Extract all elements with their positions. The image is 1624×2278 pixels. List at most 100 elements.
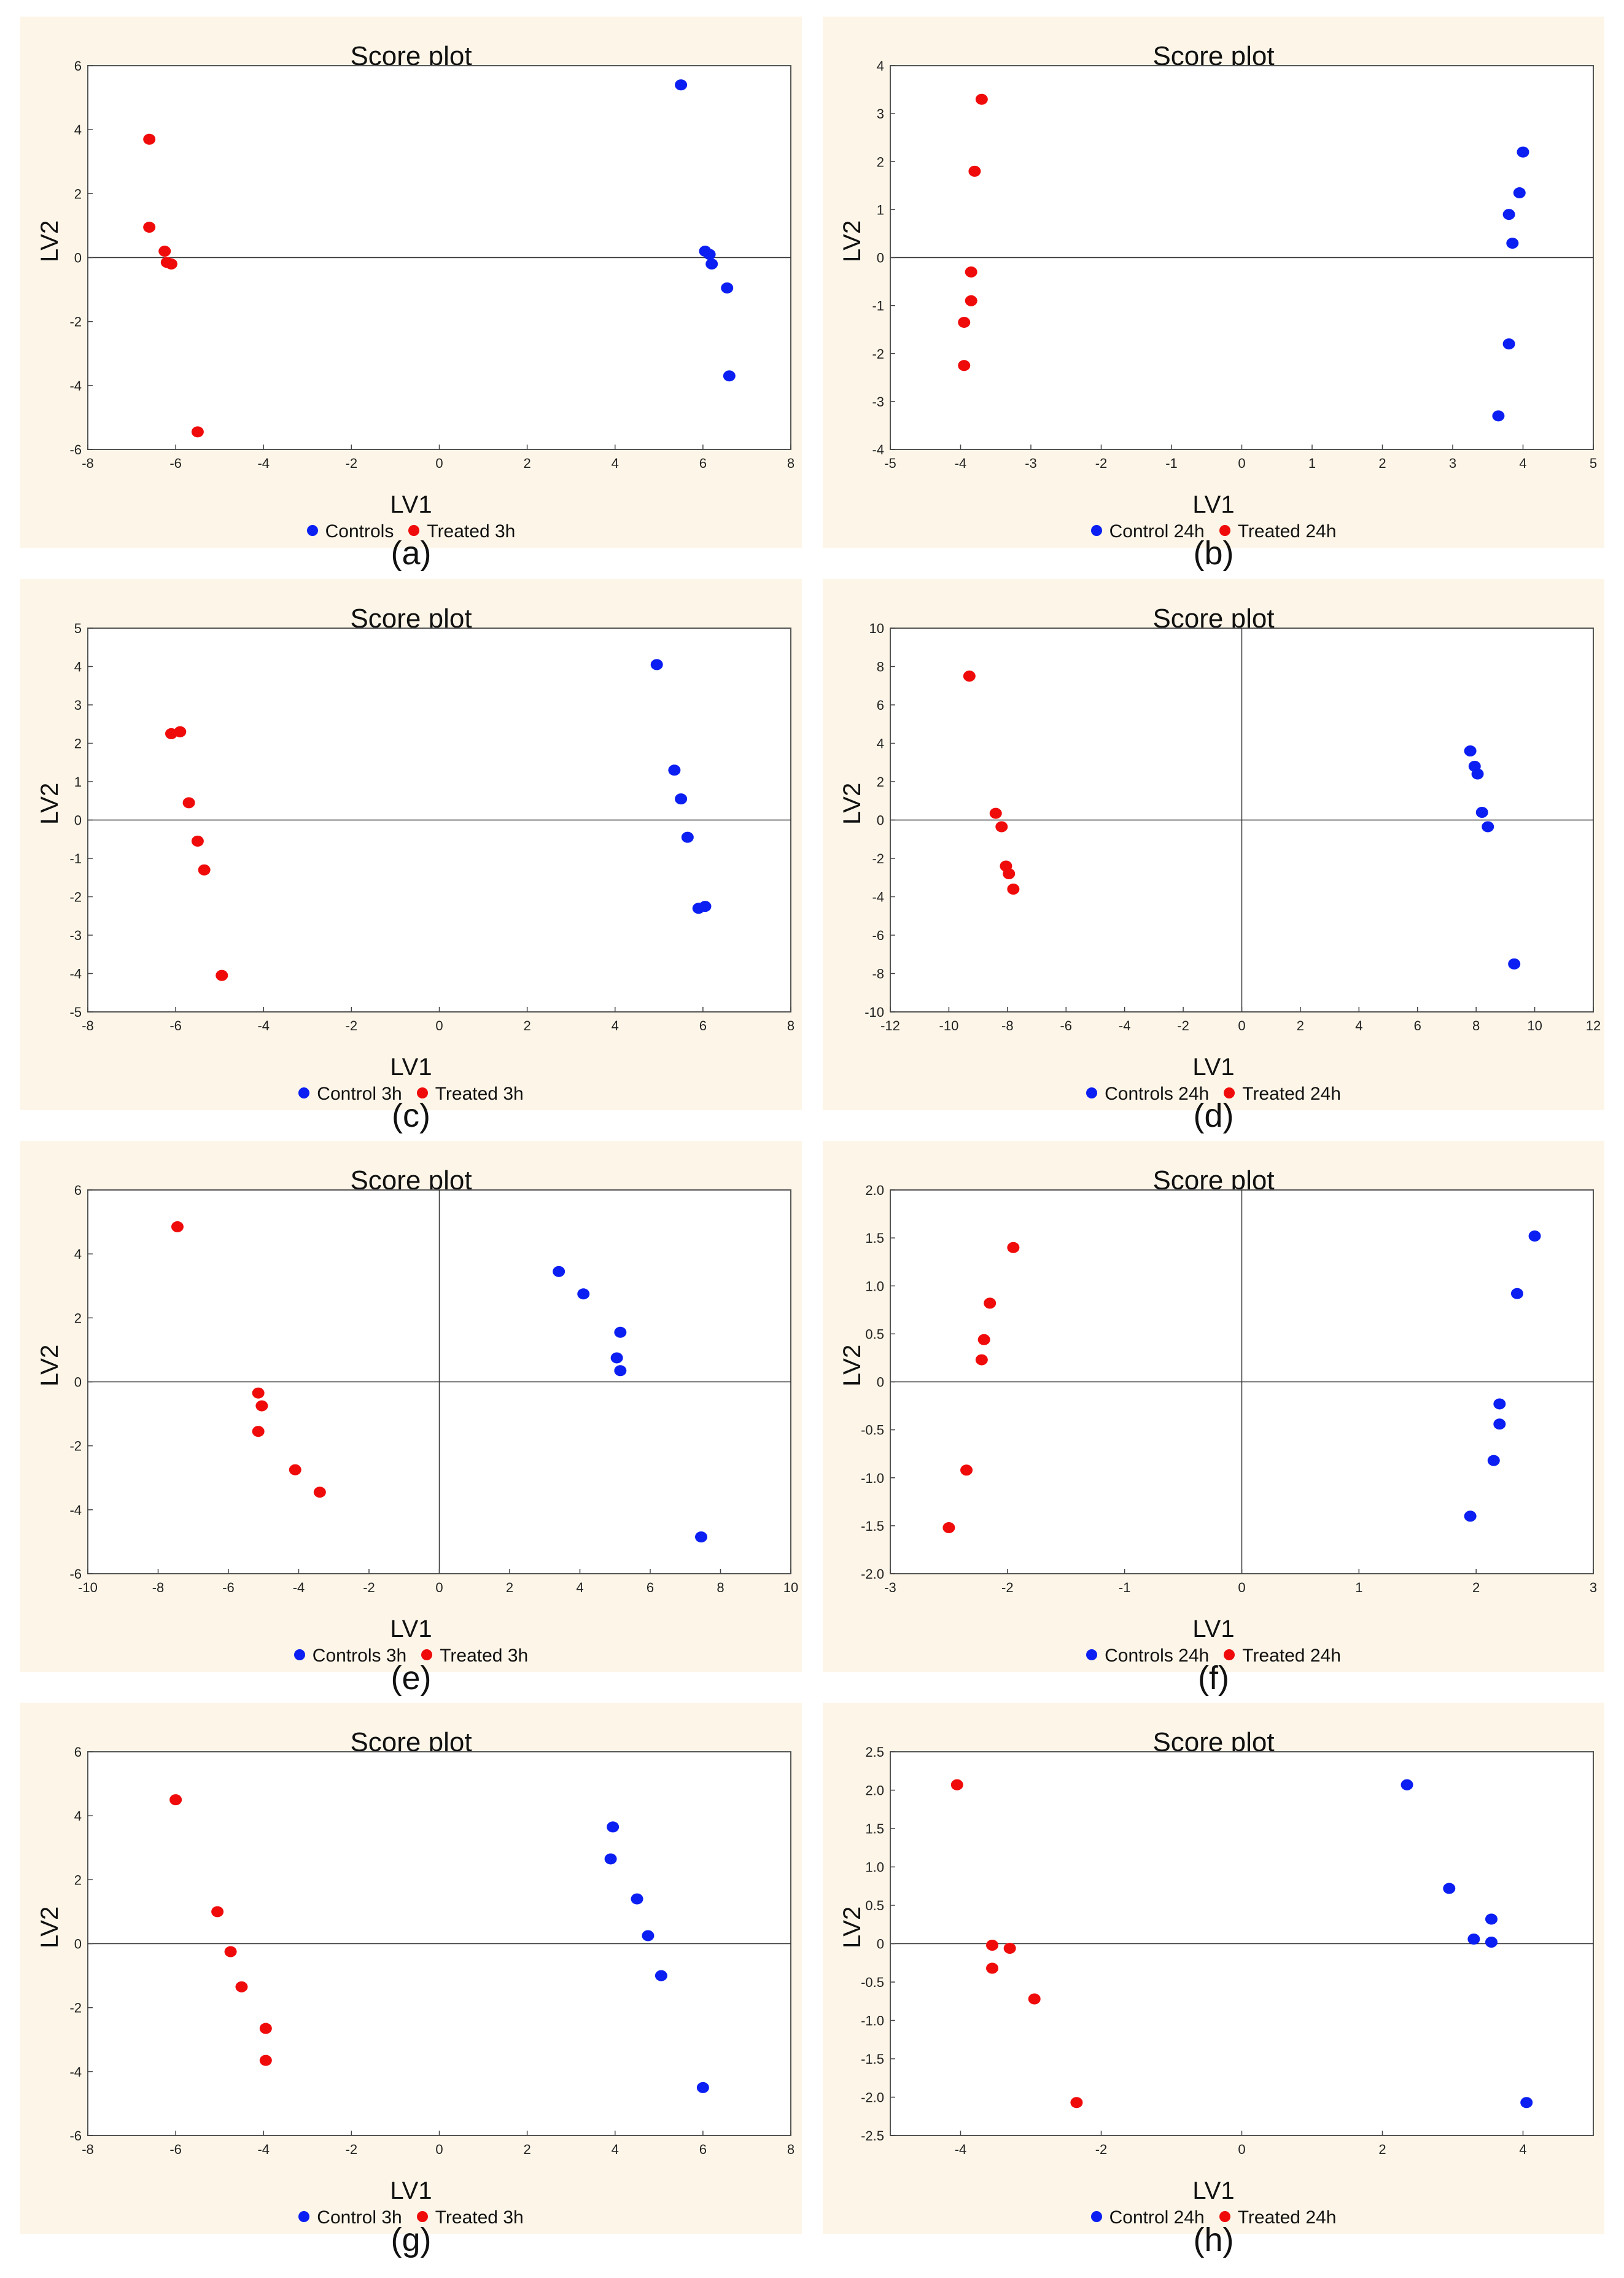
x-tick-label: -8 [1001, 1018, 1014, 1033]
legend-label: Treated 24h [1242, 1646, 1341, 1666]
legend-label: Treated 24h [1237, 2207, 1337, 2228]
data-point-control [1506, 238, 1519, 249]
x-tick-label: 0 [435, 456, 443, 471]
data-point-treated [252, 1387, 265, 1399]
y-tick-label: 1.5 [865, 1821, 884, 1837]
legend-item: Control 3h [298, 1084, 402, 1105]
y-tick-label: 4 [877, 58, 884, 74]
score-plot-panel-c: Score plot -8 -6 -4 -2 0 2 4 6 8 -5 -4 -3 -2 -1 0 1 2 3 4 5 L… [20, 579, 802, 1119]
data-point-control [668, 764, 681, 776]
legend-label: Controls [325, 521, 394, 542]
y-tick-label: -4 [872, 442, 884, 457]
y-tick-label: -4 [69, 378, 82, 394]
y-tick-label: 2 [877, 774, 884, 790]
x-tick-label: 6 [699, 456, 707, 471]
x-tick-label: -2 [1095, 2142, 1108, 2157]
scatter-plot: -4 -2 0 2 4 -2.5 -2.0 -1.5 -1.0 -0.5 0 0.5 1.0 1.5 2.0… [861, 1744, 1594, 2157]
legend: Control 3h Treated 3h [20, 1084, 802, 1105]
x-tick-label: -8 [82, 456, 94, 471]
data-point-treated [182, 797, 195, 809]
panel-caption: (b) [1193, 535, 1234, 572]
x-tick-label: 6 [699, 2142, 707, 2157]
data-point-treated [986, 1962, 999, 1974]
data-point-treated [965, 295, 977, 306]
x-tick-label: 2 [1378, 456, 1386, 471]
data-point-control [614, 1365, 627, 1377]
x-axis-label: LV1 [390, 491, 432, 518]
data-point-control [723, 370, 736, 382]
y-tick-label: -1.0 [861, 2013, 884, 2029]
y-tick-label: 3 [74, 698, 82, 713]
x-tick-label: 4 [612, 2142, 619, 2157]
legend-item: Controls 3h [293, 1646, 406, 1666]
data-point-control [681, 831, 694, 843]
legend: Control 24h Treated 24h [823, 2207, 1604, 2228]
data-point-control [610, 1352, 623, 1364]
x-tick-label: 4 [576, 1580, 583, 1595]
data-point-control [1528, 1230, 1541, 1242]
data-point-control [705, 258, 718, 270]
y-tick-label: 0.5 [865, 1898, 884, 1913]
y-tick-label: -4 [69, 1502, 82, 1518]
x-tick-label: -4 [955, 2142, 967, 2157]
y-tick-label: 2 [74, 736, 82, 752]
legend-marker-icon [416, 2211, 428, 2223]
data-point-control [1443, 1883, 1456, 1894]
y-tick-label: 0 [74, 1937, 82, 1952]
y-tick-label: 8 [877, 659, 884, 675]
data-point-control [1493, 1418, 1506, 1430]
x-tick-label: -1 [1165, 456, 1178, 471]
y-tick-label: 4 [74, 1808, 82, 1824]
legend-item: Treated 24h [1219, 521, 1336, 542]
scatter-plot: -3 -2 -1 0 1 2 3 -2.0 -1.5 -1.0 -0.5 0 0.5 1.0 1.5 2.0 [861, 1183, 1597, 1595]
data-point-control [1520, 2097, 1533, 2109]
y-tick-label: -6 [69, 1566, 82, 1582]
x-tick-label: 2 [506, 1580, 513, 1595]
y-tick-label: -3 [69, 928, 82, 943]
data-point-control [1513, 187, 1526, 199]
y-tick-label: 4 [74, 1246, 82, 1262]
legend-marker-icon [421, 1649, 433, 1661]
legend-label: Control 3h [317, 2207, 402, 2228]
data-point-treated [171, 1221, 184, 1232]
panel-caption: (c) [392, 1097, 430, 1134]
x-tick-label: 2 [524, 1018, 531, 1033]
legend-marker-icon [298, 2211, 310, 2223]
data-point-control [607, 1821, 620, 1833]
y-tick-label: -8 [872, 966, 884, 982]
data-point-control [631, 1893, 643, 1905]
y-tick-label: 0.5 [865, 1326, 884, 1342]
x-tick-label: -5 [884, 456, 896, 471]
y-tick-label: 0 [877, 1937, 884, 1952]
legend-item: Control 3h [298, 2207, 402, 2228]
y-axis-label: LV2 [36, 1906, 63, 1948]
x-tick-label: 2 [524, 456, 531, 471]
y-tick-label: -0.5 [861, 1423, 884, 1438]
y-axis-label: LV2 [839, 1906, 866, 1948]
x-tick-label: 2 [1378, 2142, 1386, 2157]
score-plot-panel-d: Score plot -12 -10 -8 -6 -4 -2 0 2 4 6 8 10 12 -10 -8 -6… [823, 579, 1604, 1119]
data-point-control [1475, 807, 1488, 818]
legend-item: Controls 24h [1086, 1084, 1209, 1105]
scatter-plot: -12 -10 -8 -6 -4 -2 0 2 4 6 8 10 12-10-8-6-4-2024681… [864, 621, 1601, 1033]
legend-label: Treated 3h [427, 521, 516, 542]
y-tick-label: -6 [69, 442, 82, 457]
x-tick-label: 4 [1519, 2142, 1526, 2157]
y-tick-label: 2 [74, 1310, 82, 1326]
legend-item: Treated 24h [1224, 1646, 1341, 1666]
x-tick-label: 1 [1308, 456, 1316, 471]
legend-marker-icon [1086, 1649, 1098, 1661]
legend-item: Treated 3h [421, 1646, 528, 1666]
data-point-treated [960, 1464, 973, 1476]
x-axis-label: LV1 [1192, 1054, 1235, 1081]
score-plot-panel-e: Score plot -10 -8 -6 -4 -2 0 2 4 6 8 10 -6 -4 -2 0 2 4 6 LV… [20, 1141, 802, 1681]
x-tick-label: 6 [699, 1018, 707, 1033]
data-point-treated [995, 821, 1008, 833]
legend-label: Treated 3h [440, 1646, 529, 1666]
x-tick-label: -8 [152, 1580, 165, 1595]
y-axis-label: LV2 [36, 220, 63, 262]
x-tick-label: 8 [787, 1018, 795, 1033]
data-point-treated [1003, 1943, 1016, 1954]
